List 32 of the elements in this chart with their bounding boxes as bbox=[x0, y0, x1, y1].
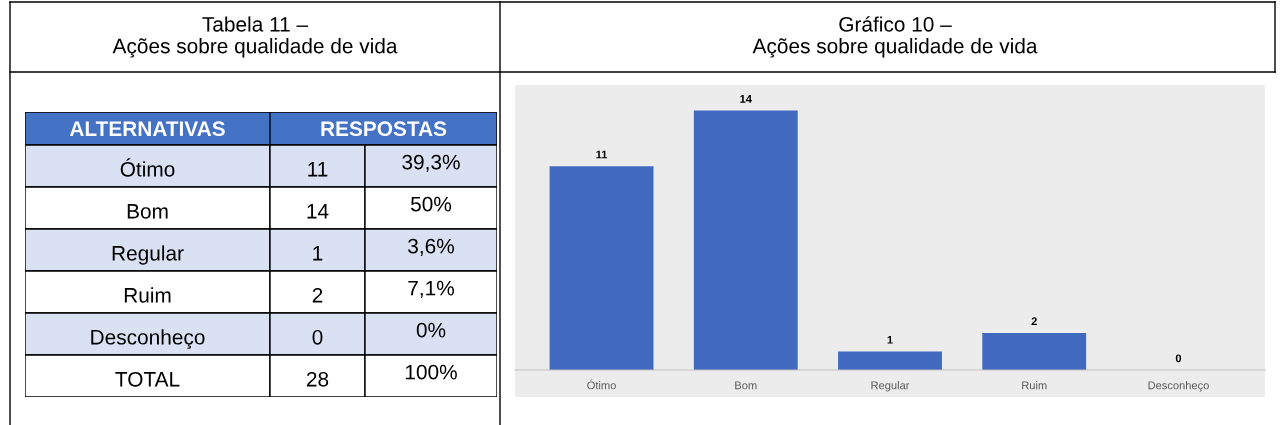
text: Ótimo bbox=[120, 158, 175, 177]
text: 2 bbox=[312, 287, 323, 303]
text: 50% bbox=[410, 196, 452, 212]
text: Ruim bbox=[124, 287, 171, 303]
text: Regular bbox=[112, 245, 184, 265]
text: 39,3% bbox=[402, 154, 460, 172]
x-tick-label: Bom bbox=[735, 381, 757, 390]
chart-title: Gráfico 10 – Ações sobre qualidade de vida bbox=[752, 16, 1038, 58]
text: 0% bbox=[416, 322, 446, 338]
text: 3,6% bbox=[408, 238, 454, 256]
text: 14 bbox=[307, 204, 329, 219]
x-tick-label: Ótimo bbox=[587, 379, 616, 390]
text: 100% bbox=[405, 364, 457, 380]
text: ALTERNATIVAS bbox=[69, 121, 225, 137]
text: Tabela 11 – Ações sobre qualidade de vida bbox=[112, 16, 398, 58]
text: 0 bbox=[312, 329, 323, 345]
text: 1 bbox=[313, 246, 323, 261]
x-tick-label: Ruim bbox=[1022, 381, 1047, 390]
data-label: 2 bbox=[1031, 317, 1037, 326]
text: 7,1% bbox=[408, 280, 454, 298]
x-tick-label: Desconheço bbox=[1148, 381, 1209, 392]
x-tick-label: Regular bbox=[871, 381, 910, 392]
text: TOTAL bbox=[115, 371, 180, 387]
data-label: 11 bbox=[596, 150, 608, 159]
text: 11 bbox=[308, 162, 328, 177]
text: Bom bbox=[127, 204, 168, 219]
text: RESPOSTAS bbox=[321, 121, 447, 137]
text: 28 bbox=[306, 371, 329, 387]
text: Desconheço bbox=[91, 329, 205, 349]
data-label: 1 bbox=[887, 335, 893, 344]
data-label: 14 bbox=[740, 95, 752, 103]
data-label: 0 bbox=[1175, 354, 1182, 363]
